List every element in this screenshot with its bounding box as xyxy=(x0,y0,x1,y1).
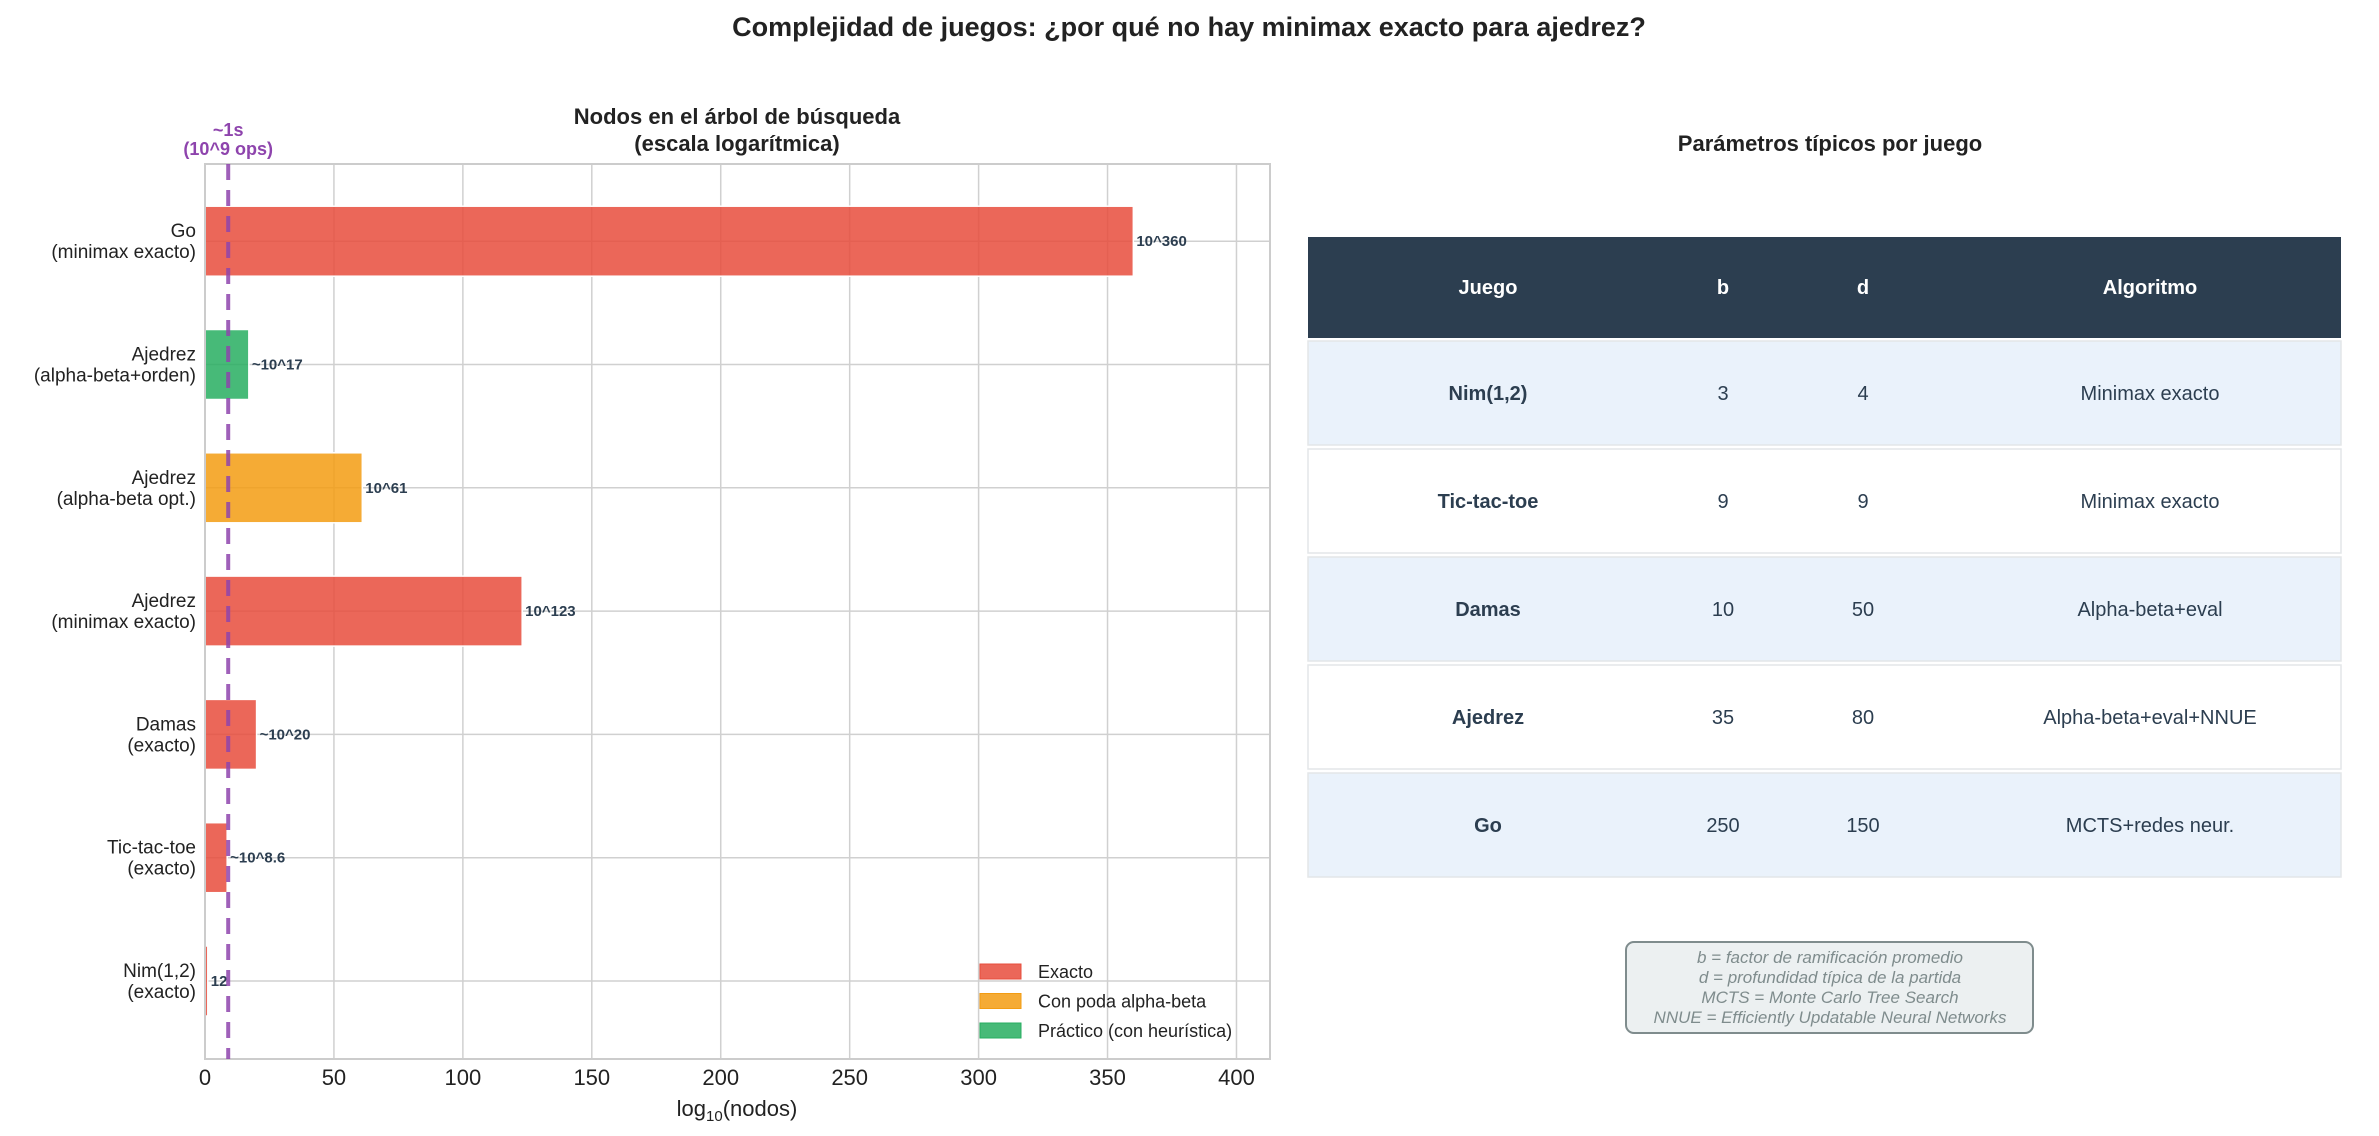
legend-label: Con poda alpha-beta xyxy=(1038,992,1207,1012)
y-tick-label: Ajedrez xyxy=(132,345,196,366)
bar-value-label: 10^360 xyxy=(1136,233,1186,250)
x-tick-label: 0 xyxy=(199,1065,211,1090)
table-cell: Damas xyxy=(1455,599,1521,621)
table-cell: MCTS+redes neur. xyxy=(2066,815,2234,837)
reference-label: ~1s xyxy=(213,120,244,140)
table-cell: 3 xyxy=(1717,383,1728,405)
table-cell: 250 xyxy=(1706,815,1739,837)
table-cell: Alpha-beta+eval+NNUE xyxy=(2043,707,2256,729)
reference-label-sub: (10^9 ops) xyxy=(183,139,273,159)
y-tick-label-sub: (exacto) xyxy=(127,735,196,756)
table-cell: Minimax exacto xyxy=(2081,383,2220,405)
chart-title-line1: Nodos en el árbol de búsqueda xyxy=(574,104,901,129)
legend-label: Exacto xyxy=(1038,962,1093,982)
note-line: MCTS = Monte Carlo Tree Search xyxy=(1701,988,1958,1007)
bar-value-label: 12 xyxy=(211,973,228,990)
y-tick-label: Damas xyxy=(136,714,196,735)
y-tick-label-sub: (alpha-beta opt.) xyxy=(57,489,196,510)
table-cell: Go xyxy=(1474,815,1502,837)
table-row: Tic-tac-toe 9 9 Minimax exacto xyxy=(1307,448,2342,554)
table-cell: Minimax exacto xyxy=(2081,491,2220,513)
axes-frame xyxy=(204,163,1271,1060)
table-title: Parámetros típicos por juego xyxy=(1678,131,1982,156)
y-tick-label-sub: (minimax exacto) xyxy=(51,612,196,633)
table-header-cell: Algoritmo xyxy=(2103,277,2197,299)
table-header-cell: b xyxy=(1717,277,1729,299)
legend-swatch xyxy=(979,993,1022,1009)
y-tick-label: Nim(1,2) xyxy=(123,961,196,982)
y-tick-label-sub: (exacto) xyxy=(127,859,196,880)
table-cell: 50 xyxy=(1852,599,1874,621)
table-header-cell: Juego xyxy=(1459,277,1518,299)
table-row: Ajedrez 35 80 Alpha-beta+eval+NNUE xyxy=(1307,664,2342,770)
table-cell: Alpha-beta+eval xyxy=(2077,599,2222,621)
legend: Exacto Con poda alpha-beta Práctico (con h… xyxy=(979,962,1232,1041)
y-tick-label-sub: (minimax exacto) xyxy=(51,242,196,263)
legend-swatch xyxy=(979,963,1022,980)
legend-swatch xyxy=(979,1022,1022,1039)
table-row: Damas 10 50 Alpha-beta+eval xyxy=(1307,556,2342,662)
bar-value-label: ~10^20 xyxy=(260,726,311,743)
table-row: Nim(1,2) 3 4 Minimax exacto xyxy=(1307,340,2342,446)
bar xyxy=(204,698,258,771)
x-tick-label: 350 xyxy=(1089,1065,1126,1090)
table-row: Go 250 150 MCTS+redes neur. xyxy=(1307,772,2342,878)
table-cell: 35 xyxy=(1712,707,1734,729)
y-tick-label-sub: (exacto) xyxy=(127,982,196,1003)
table-cell: Nim(1,2) xyxy=(1449,383,1528,405)
bar-value-label: ~10^17 xyxy=(252,357,303,374)
bar xyxy=(204,205,1135,277)
table-cell: Ajedrez xyxy=(1452,707,1524,729)
bar-value-label: 10^61 xyxy=(365,480,407,497)
x-tick-label: 250 xyxy=(831,1065,868,1090)
x-tick-label: 200 xyxy=(702,1065,739,1090)
notes-box: b = factor de ramificación promedio d = … xyxy=(1625,941,2034,1034)
note-line: NNUE = Efficiently Updatable Neural Netw… xyxy=(1654,1008,2007,1027)
figure-title: Complejidad de juegos: ¿por qué no hay m… xyxy=(732,12,1646,42)
note-line: d = profundidad típica de la partida xyxy=(1699,968,1961,987)
table-cell: 80 xyxy=(1852,707,1874,729)
bar-chart: Nodos en el árbol de búsqueda (escala lo… xyxy=(34,104,1271,1125)
table-cell: 150 xyxy=(1846,815,1879,837)
y-tick-label-sub: (alpha-beta+orden) xyxy=(34,366,196,387)
bar-value-label: 10^123 xyxy=(525,603,575,620)
table-header-cell: d xyxy=(1857,277,1869,299)
x-axis-label: log10(nodos) xyxy=(677,1096,798,1125)
bar xyxy=(204,452,364,524)
table-header xyxy=(1308,237,2341,338)
table-cell: 4 xyxy=(1857,383,1868,405)
y-tick-label: Go xyxy=(171,221,196,242)
bar xyxy=(204,328,250,401)
x-tick-label: 100 xyxy=(445,1065,482,1090)
chart-title-line2: (escala logarítmica) xyxy=(634,131,839,156)
bar-value-label: ~10^8.6 xyxy=(230,850,285,867)
note-line: b = factor de ramificación promedio xyxy=(1697,948,1963,967)
y-tick-label: Tic-tac-toe xyxy=(107,838,196,859)
bar xyxy=(204,575,523,647)
y-tick-label: Ajedrez xyxy=(132,468,196,489)
parameters-table: Parámetros típicos por juego Juego b d Algo… xyxy=(1307,131,2342,1034)
table-cell: Tic-tac-toe xyxy=(1438,491,1539,513)
table-cell: 9 xyxy=(1717,491,1728,513)
legend-label: Práctico (con heurística) xyxy=(1038,1021,1232,1041)
x-tick-label: 50 xyxy=(322,1065,346,1090)
x-tick-label: 300 xyxy=(960,1065,997,1090)
bar xyxy=(204,821,228,894)
y-tick-label: Ajedrez xyxy=(132,591,196,612)
x-tick-label: 150 xyxy=(573,1065,610,1090)
table-cell: 10 xyxy=(1712,599,1734,621)
table-cell: 9 xyxy=(1857,491,1868,513)
x-tick-label: 400 xyxy=(1218,1065,1255,1090)
